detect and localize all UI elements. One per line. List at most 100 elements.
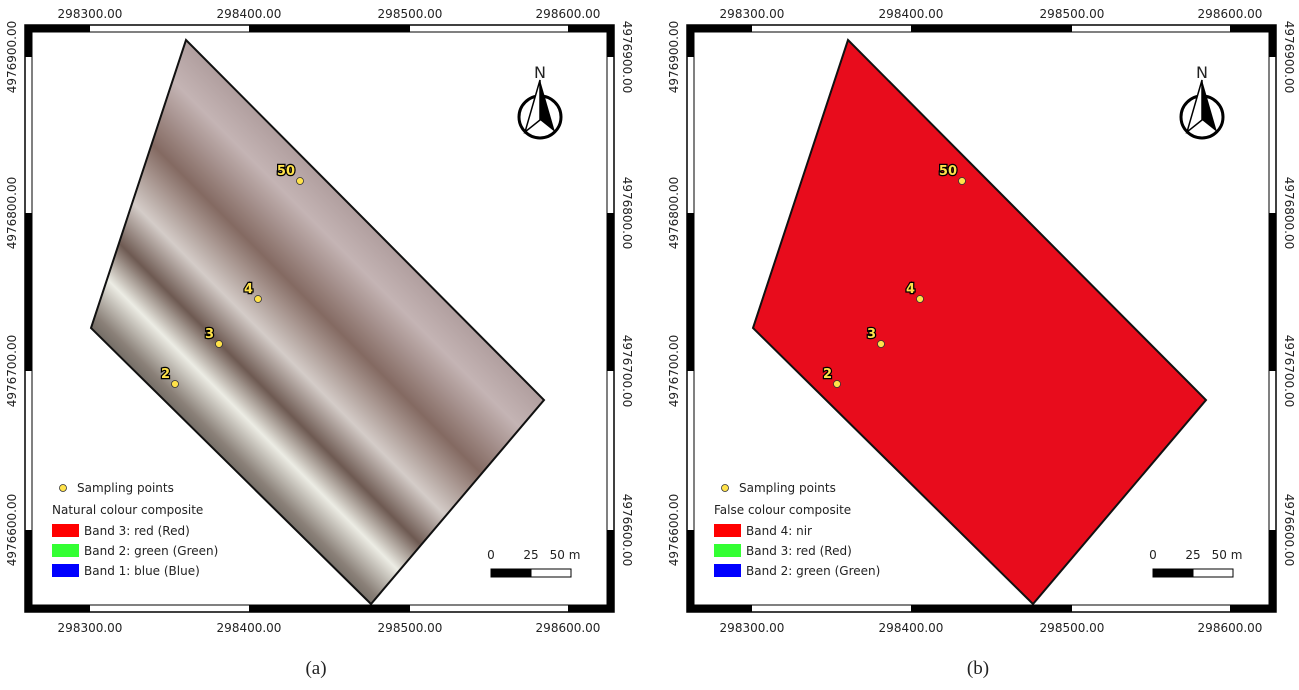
- point-label: 50: [277, 164, 295, 179]
- legend-label: Sampling points: [77, 481, 174, 495]
- sampling-point: [172, 381, 179, 388]
- x-coordinate-label: 298600.00: [1198, 7, 1263, 21]
- frame-segment: [687, 25, 694, 57]
- y-coordinate-label: 4976700.00: [667, 335, 681, 408]
- y-coordinate-label: 4976700.00: [5, 335, 19, 408]
- x-coordinate-label: 298300.00: [58, 7, 123, 21]
- frame-segment: [607, 213, 614, 371]
- scale-bar: [531, 569, 571, 577]
- frame-segment: [25, 25, 32, 57]
- y-coordinate-label: 4976800.00: [620, 177, 634, 250]
- north-arrow: [540, 80, 555, 132]
- legend-label: Band 2: green (Green): [84, 544, 218, 558]
- caption: (a): [305, 658, 326, 679]
- legend-label: Band 3: red (Red): [746, 544, 852, 558]
- frame-segment: [1269, 213, 1276, 371]
- legend-swatch: [714, 544, 741, 557]
- y-coordinate-label: 4976900.00: [1282, 21, 1296, 94]
- figure: 298300.00 298300.00 298400.00 298400.00 2985…: [0, 0, 1299, 686]
- x-coordinate-label: 298300.00: [720, 621, 785, 635]
- y-coordinate-label: 4976700.00: [1282, 335, 1296, 408]
- north-arrow: [525, 80, 540, 132]
- map-panel: 298300.00 298300.00 298400.00 298400.00 2985…: [667, 7, 1296, 679]
- y-coordinate-label: 4976900.00: [5, 21, 19, 94]
- point-label: 2: [161, 367, 170, 382]
- y-coordinate-label: 4976600.00: [667, 494, 681, 567]
- frame-segment: [911, 605, 1072, 612]
- north-label: N: [1196, 63, 1208, 82]
- legend-label: Band 2: green (Green): [746, 564, 880, 578]
- scale-label: 25: [1185, 548, 1200, 562]
- frame-segment: [687, 530, 694, 612]
- sampling-point: [255, 296, 262, 303]
- x-coordinate-label: 298500.00: [378, 7, 443, 21]
- legend-label: Sampling points: [739, 481, 836, 495]
- x-coordinate-label: 298600.00: [536, 621, 601, 635]
- scale-label: 0: [1149, 548, 1157, 562]
- sampling-point: [878, 341, 885, 348]
- legend-swatch: [52, 524, 79, 537]
- x-coordinate-label: 298400.00: [879, 7, 944, 21]
- frame-segment: [607, 530, 614, 612]
- y-coordinate-label: 4976700.00: [620, 335, 634, 408]
- legend-point: [722, 485, 729, 492]
- y-coordinate-label: 4976600.00: [5, 494, 19, 567]
- y-coordinate-label: 4976800.00: [1282, 177, 1296, 250]
- scale-bar: [1193, 569, 1233, 577]
- point-label: 3: [205, 327, 214, 342]
- frame-segment: [1269, 25, 1276, 57]
- north-arrow: [1187, 80, 1202, 132]
- map-panel: 298300.00 298300.00 298400.00 298400.00 2985…: [5, 7, 634, 679]
- frame-segment: [25, 213, 32, 371]
- point-label: 50: [939, 164, 957, 179]
- frame-segment: [911, 25, 1072, 32]
- sampling-point: [917, 296, 924, 303]
- legend-swatch: [52, 544, 79, 557]
- x-coordinate-label: 298400.00: [217, 621, 282, 635]
- scale-label: 25: [523, 548, 538, 562]
- x-coordinate-label: 298500.00: [378, 621, 443, 635]
- frame-segment: [687, 605, 752, 612]
- north-arrow: [1202, 80, 1217, 132]
- scale-label: 50 m: [1212, 548, 1243, 562]
- y-coordinate-label: 4976900.00: [620, 21, 634, 94]
- legend-title: Natural colour composite: [52, 503, 203, 517]
- x-coordinate-label: 298300.00: [58, 621, 123, 635]
- frame-segment: [249, 605, 410, 612]
- sampling-point: [959, 178, 966, 185]
- point-label: 3: [867, 327, 876, 342]
- frame-segment: [25, 25, 90, 32]
- y-coordinate-label: 4976800.00: [5, 177, 19, 250]
- sampling-point: [834, 381, 841, 388]
- x-coordinate-label: 298500.00: [1040, 621, 1105, 635]
- legend-title: False colour composite: [714, 503, 851, 517]
- x-coordinate-label: 298400.00: [879, 621, 944, 635]
- sampling-point: [216, 341, 223, 348]
- x-coordinate-label: 298600.00: [1198, 621, 1263, 635]
- legend-swatch: [714, 524, 741, 537]
- frame-segment: [249, 25, 410, 32]
- frame-segment: [687, 25, 752, 32]
- legend-label: Band 3: red (Red): [84, 524, 190, 538]
- x-coordinate-label: 298500.00: [1040, 7, 1105, 21]
- y-coordinate-label: 4976800.00: [667, 177, 681, 250]
- y-coordinate-label: 4976900.00: [667, 21, 681, 94]
- legend-swatch: [714, 564, 741, 577]
- scale-bar: [491, 569, 531, 577]
- point-label: 2: [823, 367, 832, 382]
- frame-segment: [1269, 530, 1276, 612]
- legend-swatch: [52, 564, 79, 577]
- scale-bar: [1153, 569, 1193, 577]
- point-label: 4: [244, 282, 253, 297]
- frame-segment: [687, 213, 694, 371]
- legend-label: Band 1: blue (Blue): [84, 564, 200, 578]
- x-coordinate-label: 298400.00: [217, 7, 282, 21]
- scale-label: 50 m: [550, 548, 581, 562]
- north-label: N: [534, 63, 546, 82]
- point-label: 4: [906, 282, 915, 297]
- x-coordinate-label: 298300.00: [720, 7, 785, 21]
- legend-point: [60, 485, 67, 492]
- scale-label: 0: [487, 548, 495, 562]
- x-coordinate-label: 298600.00: [536, 7, 601, 21]
- frame-segment: [25, 530, 32, 612]
